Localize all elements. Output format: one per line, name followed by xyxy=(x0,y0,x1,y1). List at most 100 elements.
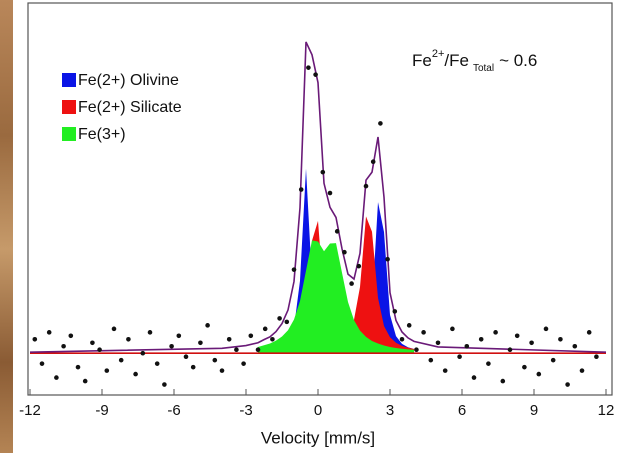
legend-swatch xyxy=(62,127,76,141)
data-point xyxy=(248,333,254,339)
data-point xyxy=(68,333,74,339)
area xyxy=(258,240,414,354)
data-point xyxy=(514,333,520,339)
data-point xyxy=(154,361,160,366)
data-point xyxy=(450,326,455,332)
data-point xyxy=(385,256,390,262)
data-point xyxy=(370,159,376,164)
data-point xyxy=(90,340,95,346)
data-point xyxy=(313,72,318,77)
data-point xyxy=(133,371,138,377)
photo-background xyxy=(0,0,13,453)
data-point xyxy=(565,382,570,387)
data-point xyxy=(291,267,297,272)
data-point xyxy=(226,336,232,342)
data-point xyxy=(140,350,146,356)
data-point xyxy=(39,361,45,366)
data-point xyxy=(183,354,189,359)
data-point xyxy=(421,330,426,335)
data-point xyxy=(147,330,153,335)
line xyxy=(29,41,607,353)
data-point xyxy=(457,354,462,359)
data-point xyxy=(342,249,347,255)
data-point xyxy=(198,340,203,346)
area xyxy=(258,216,414,354)
data-point xyxy=(61,343,66,349)
data-point xyxy=(97,347,102,353)
annotation-base: Fe xyxy=(412,51,432,70)
data-point xyxy=(507,347,513,353)
data-point xyxy=(104,368,110,373)
data-point xyxy=(493,330,498,335)
data-point xyxy=(464,343,470,349)
data-point xyxy=(594,354,599,359)
data-point xyxy=(162,382,167,387)
data-point xyxy=(212,357,218,363)
legend-swatch xyxy=(62,73,76,87)
legend-label: Fe(2+) Silicate xyxy=(78,99,182,116)
data-point xyxy=(543,326,549,332)
data-point xyxy=(536,371,542,377)
data-point xyxy=(46,330,52,335)
x-tick-label: -12 xyxy=(19,402,41,419)
data-point xyxy=(579,368,585,373)
data-point xyxy=(75,364,81,370)
data-point xyxy=(234,347,239,353)
data-point xyxy=(486,361,491,366)
annotation-tail: ~ 0.6 xyxy=(499,51,537,70)
data-point xyxy=(363,183,369,189)
legend-label: Fe(2+) Olivine xyxy=(78,72,179,89)
data-point xyxy=(349,281,354,286)
data-point xyxy=(414,347,419,353)
x-axis-title: Velocity [mm/s] xyxy=(261,428,375,447)
annotation-mid: /Fe xyxy=(444,51,469,70)
x-tick-label: 3 xyxy=(386,402,394,419)
data-point xyxy=(298,187,304,192)
x-tick-label: -3 xyxy=(239,402,252,419)
legend-swatch xyxy=(62,100,76,114)
data-point xyxy=(219,368,225,373)
x-tick-label: 12 xyxy=(598,402,615,419)
data-point xyxy=(270,336,275,342)
data-point xyxy=(320,169,326,175)
annotation: Fe2+/Fe Total ~ 0.6 xyxy=(412,48,537,74)
data-point xyxy=(399,336,405,342)
data-point xyxy=(284,319,290,325)
annotation-sup: 2+ xyxy=(432,48,445,60)
data-point xyxy=(169,343,174,349)
data-point xyxy=(255,347,261,353)
data-point xyxy=(406,323,412,328)
annotation-sub: Total xyxy=(473,63,494,74)
data-point xyxy=(428,357,434,363)
data-point xyxy=(572,343,578,349)
data-point xyxy=(54,375,59,380)
data-point xyxy=(435,340,441,346)
data-point xyxy=(558,336,563,342)
data-point xyxy=(241,361,246,366)
data-point xyxy=(327,190,333,196)
data-point xyxy=(500,378,506,384)
data-point xyxy=(306,65,311,70)
x-tick-label: 9 xyxy=(530,402,538,419)
data-point xyxy=(392,309,398,314)
legend-label: Fe(3+) xyxy=(78,126,126,143)
data-point xyxy=(586,330,592,335)
data-point xyxy=(190,364,196,370)
data-point xyxy=(262,326,268,332)
data-point xyxy=(126,336,131,342)
data-point xyxy=(550,357,556,363)
x-tick-label: 0 xyxy=(314,402,322,419)
data-point xyxy=(32,336,38,342)
data-point xyxy=(529,340,534,346)
x-tick-label: -6 xyxy=(167,402,180,419)
plot-area xyxy=(29,41,607,387)
data-point xyxy=(334,229,340,234)
data-point xyxy=(471,375,477,380)
data-point xyxy=(205,323,210,328)
data-point xyxy=(118,357,124,363)
data-point xyxy=(176,333,182,339)
data-point xyxy=(277,316,282,321)
x-tick-label: -9 xyxy=(95,402,108,419)
